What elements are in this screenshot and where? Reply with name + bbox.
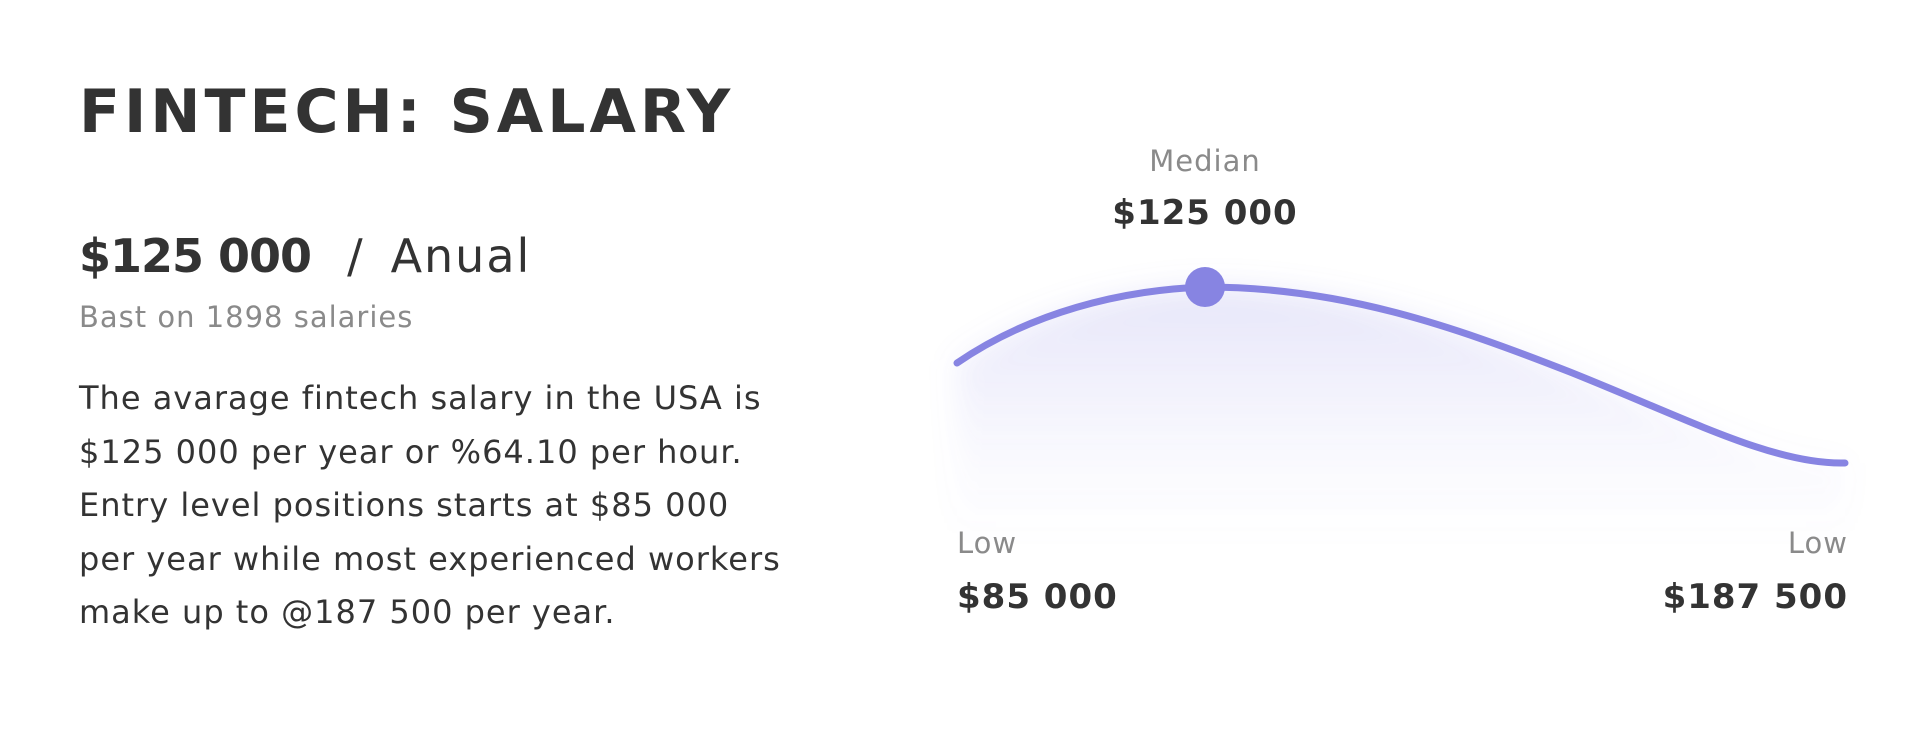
salary-description: The avarage fintech salary in the USA is… [79,372,819,640]
description-line: make up to @187 500 per year. [79,593,616,631]
low-start-caption: Low [957,526,1018,560]
salary-summary: $125 000 / Anual [79,226,531,286]
salary-amount: $125 000 [79,229,312,283]
low-end-value: $187 500 [1662,577,1848,617]
low-start-label: Low $85 000 [957,524,1118,619]
salary-period: Anual [390,229,532,283]
median-value: $125 000 [1112,193,1298,233]
distribution-curve [953,283,1849,467]
distribution-area [957,287,1845,540]
median-label: Median $125 000 [1112,142,1297,235]
description-line: Entry level positions starts at $85 000 [79,486,730,524]
low-end-caption: Low [1787,526,1848,560]
salary-separator: / [347,229,363,283]
median-caption: Median [1149,144,1261,178]
median-point [1185,267,1225,307]
description-line: The avarage fintech salary in the USA is [79,379,762,417]
salary-basis: Bast on 1898 salaries [79,300,414,334]
description-line: $125 000 per year or %64.10 per hour. [79,432,743,471]
page-title: FINTECH: SALARY [79,77,735,147]
low-start-value: $85 000 [957,577,1118,617]
description-line: per year while most experienced workers [79,539,781,578]
low-end-label: Low $187 500 [1663,524,1848,619]
salary-distribution-chart [953,267,1849,540]
